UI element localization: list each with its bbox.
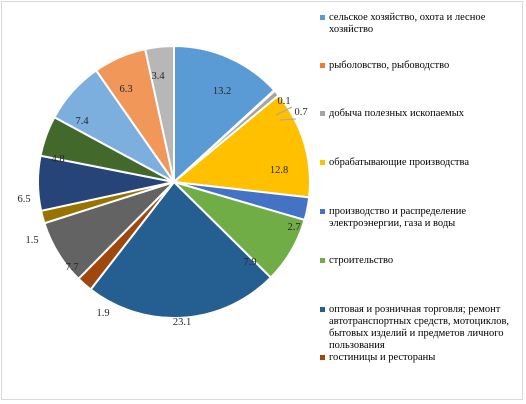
data-label: 13.2 <box>213 86 231 97</box>
data-label: 0.7 <box>294 107 307 118</box>
data-label: 2.7 <box>287 222 300 233</box>
legend-label: сельское хозяйство, охота и лесное хозяй… <box>329 12 486 35</box>
legend-swatch <box>320 355 325 360</box>
data-label: 1.9 <box>96 308 109 319</box>
legend-swatch <box>320 111 325 116</box>
legend-swatch <box>320 307 325 312</box>
pie-slice <box>171 93 311 199</box>
data-label: 6.5 <box>17 194 30 205</box>
data-label: 23.1 <box>173 317 191 328</box>
data-label: 3.4 <box>151 71 165 82</box>
legend: сельское хозяйство, охота и лесное хозяй… <box>320 2 520 399</box>
legend-label: производство и распределение электроэнер… <box>329 206 467 229</box>
leader-line <box>279 118 297 121</box>
data-label: 6.3 <box>119 84 132 95</box>
legend-swatch <box>320 15 325 20</box>
data-label: 0.1 <box>277 96 290 107</box>
data-label: 4.8 <box>51 154 64 165</box>
pie-slice <box>143 44 175 183</box>
data-label: 7.4 <box>75 116 89 127</box>
legend-label: оптовая и розничная торговля; ремонт авт… <box>329 304 510 351</box>
legend-swatch <box>320 258 325 263</box>
data-label: 1.5 <box>25 235 38 246</box>
data-label: 7.7 <box>65 262 78 273</box>
legend-label: строительство <box>329 255 394 266</box>
legend-label: добыча полезных ископаемых <box>329 108 464 119</box>
legend-swatch <box>320 63 325 68</box>
data-label: 7.9 <box>243 257 256 268</box>
pie-chart: 13.2 0.1 0.7 12.8 2.7 7.9 23.1 1.9 7.7 1.5 6.5 4.8 7… <box>17 44 311 328</box>
legend-label: обрабатывающие производства <box>329 157 469 168</box>
legend-label: гостиницы и рестораны <box>329 352 436 363</box>
pie-slice <box>173 44 276 185</box>
legend-swatch <box>320 160 325 165</box>
leader-line <box>275 106 293 116</box>
legend-swatch <box>320 209 325 214</box>
data-label: 12.8 <box>270 165 288 176</box>
legend-label: рыболовство, рыбоводство <box>329 60 450 71</box>
pie-slice <box>89 180 273 319</box>
